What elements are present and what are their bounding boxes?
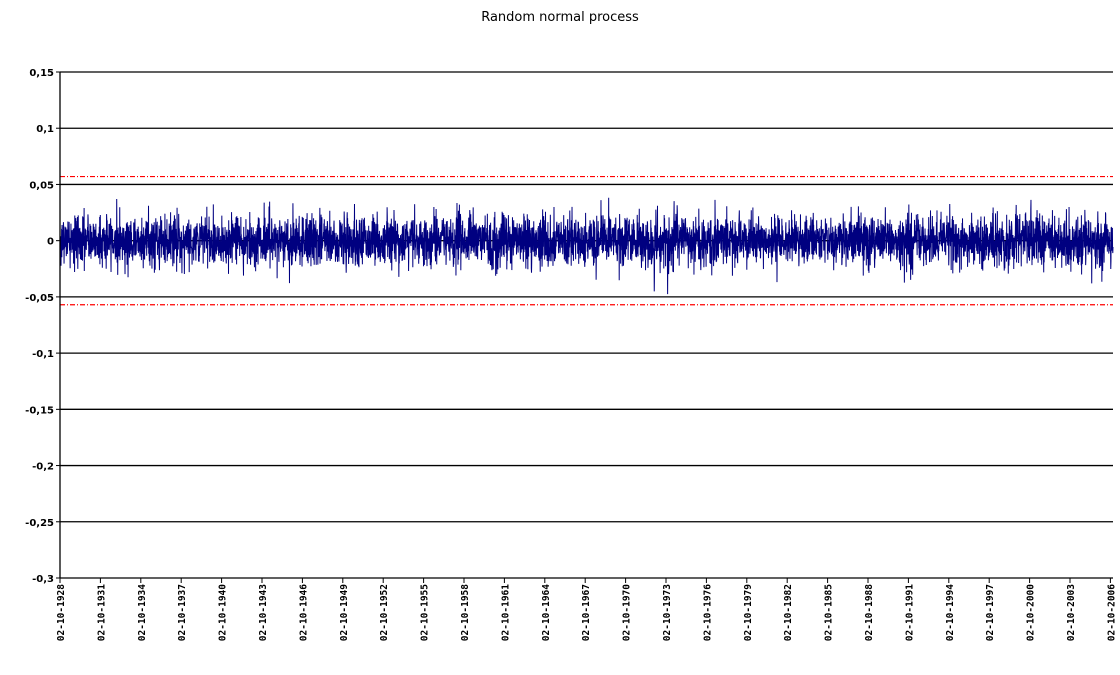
chart-title: Random normal process [481, 10, 639, 25]
x-tick-label-20: 02-10-1988 [864, 584, 875, 641]
axes [56, 71, 1113, 583]
y-tick-label-6: -0,15 [25, 405, 54, 416]
y-tick-label-4: -0,05 [25, 293, 54, 304]
y-tick-labels: 0,15 0,1 0,05 0 -0,05 -0,1 -0,15 -0,2 -0,25 -0,3 [25, 68, 54, 585]
y-tick-label-7: -0,2 [32, 462, 54, 473]
x-tick-label-1: 02-10-1931 [96, 584, 107, 641]
x-tick-labels: 02-10-1928 02-10-1931 02-10-1934 02-10-1937… [56, 584, 1117, 641]
x-tick-label-24: 02-10-2000 [1026, 584, 1037, 641]
grid-lines [60, 71, 1113, 523]
x-tick-label-22: 02-10-1994 [945, 584, 956, 641]
x-tick-label-25: 02-10-2003 [1066, 584, 1077, 641]
y-tick-label-9: -0,3 [32, 574, 54, 585]
reference-lines [60, 175, 1113, 306]
series-noise [59, 197, 1114, 295]
y-tick-label-3: 0 [47, 237, 54, 248]
x-tick-label-5: 02-10-1943 [258, 584, 269, 641]
x-tick-label-21: 02-10-1991 [904, 584, 915, 641]
series-line [59, 197, 1114, 295]
y-tick-label-2: 0,05 [29, 180, 54, 191]
x-tick-label-10: 02-10-1958 [460, 584, 471, 641]
x-tick-label-8: 02-10-1952 [379, 584, 390, 641]
x-tick-label-17: 02-10-1979 [743, 584, 754, 641]
x-tick-label-19: 02-10-1985 [824, 584, 835, 641]
x-tick-label-9: 02-10-1955 [420, 584, 431, 641]
x-tick-label-6: 02-10-1946 [298, 584, 309, 641]
x-tick-label-15: 02-10-1973 [662, 584, 673, 641]
x-tick-label-18: 02-10-1982 [783, 584, 794, 641]
x-tick-label-4: 02-10-1940 [218, 584, 229, 641]
x-tick-label-0: 02-10-1928 [56, 584, 67, 641]
y-tick-label-5: -0,1 [32, 349, 54, 360]
x-tick-label-13: 02-10-1967 [581, 584, 592, 641]
x-tick-label-3: 02-10-1937 [177, 584, 188, 641]
x-tick-label-14: 02-10-1970 [622, 584, 633, 641]
y-tick-label-1: 0,1 [36, 124, 54, 135]
y-tick-label-0: 0,15 [29, 68, 54, 79]
x-tick-label-26: 02-10-2006 [1106, 584, 1117, 641]
x-tick-label-16: 02-10-1976 [702, 584, 713, 641]
x-tick-label-11: 02-10-1961 [500, 584, 511, 641]
x-tick-label-2: 02-10-1934 [137, 584, 148, 641]
x-tick-label-12: 02-10-1964 [541, 584, 552, 641]
y-tick-label-8: -0,25 [25, 518, 54, 529]
x-tick-label-23: 02-10-1997 [985, 584, 996, 641]
x-tick-label-7: 02-10-1949 [339, 584, 350, 641]
